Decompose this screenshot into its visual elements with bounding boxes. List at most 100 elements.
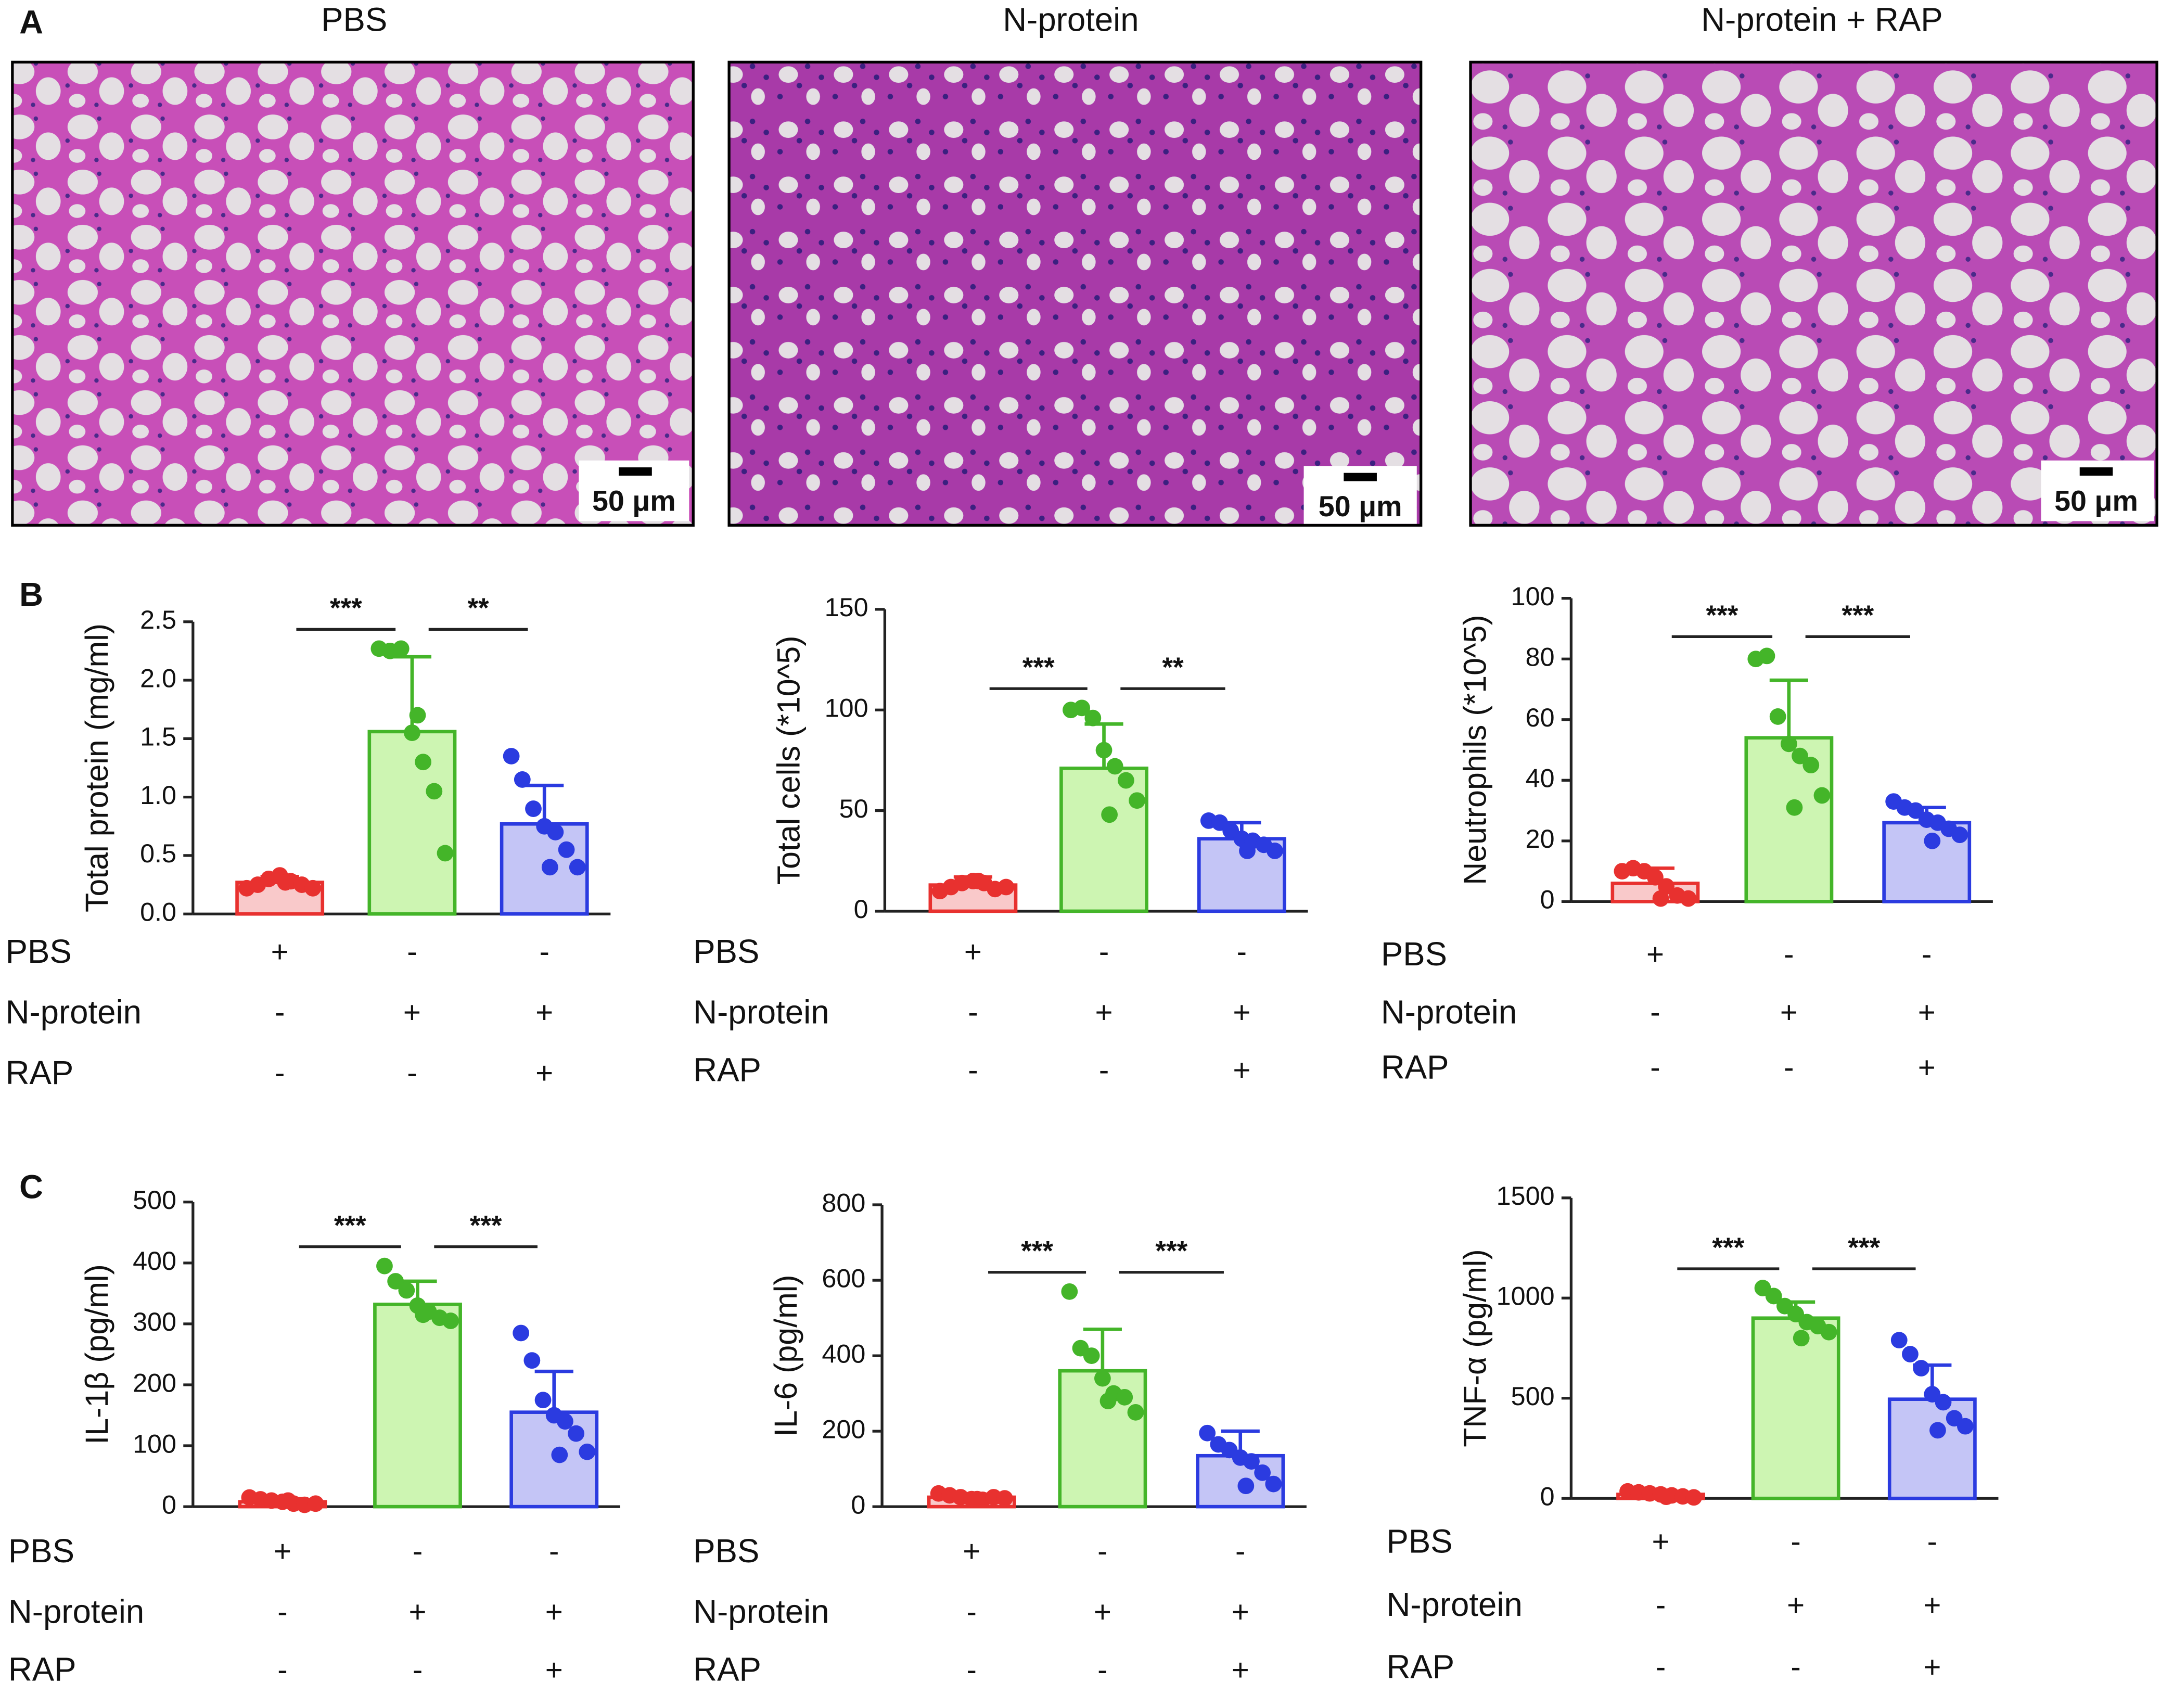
data-point <box>1769 708 1786 725</box>
treatment-name: N-protein <box>6 993 142 1030</box>
treatment-sign: + <box>963 1535 980 1569</box>
data-point <box>1094 1370 1111 1387</box>
data-point <box>376 1257 393 1274</box>
data-point <box>1913 1360 1930 1376</box>
data-point <box>1658 1488 1675 1506</box>
y-tick-label: 200 <box>822 1414 865 1444</box>
data-point <box>392 640 410 657</box>
data-point <box>547 824 564 840</box>
y-tick-label: 300 <box>133 1307 176 1336</box>
treatment-sign: + <box>1232 1653 1249 1687</box>
data-point <box>1957 1418 1974 1435</box>
data-point <box>442 1312 459 1329</box>
treatment-sign: - <box>275 996 285 1029</box>
significance-label: *** <box>1155 1236 1187 1267</box>
treatment-sign: + <box>1918 996 1936 1029</box>
treatment-sign: - <box>413 1653 423 1687</box>
data-point <box>1929 1422 1946 1439</box>
bar <box>373 1303 462 1509</box>
data-point <box>998 878 1015 896</box>
data-point <box>503 748 520 764</box>
treatment-sign: + <box>1652 1525 1670 1559</box>
data-point <box>1265 1475 1282 1493</box>
scale-label: 50 μm <box>592 485 676 517</box>
bar <box>1059 767 1148 913</box>
scale-bar <box>619 467 652 476</box>
y-tick-label: 0 <box>1540 1482 1555 1511</box>
y-tick-label: 1000 <box>1497 1281 1555 1311</box>
image-title: PBS <box>321 1 387 38</box>
data-point <box>1116 1388 1133 1406</box>
data-point <box>1680 890 1697 907</box>
y-axis-label: IL-1β (pg/ml) <box>79 1264 114 1444</box>
panel-label: C <box>19 1169 43 1206</box>
data-point <box>415 1306 432 1323</box>
data-point <box>277 874 294 891</box>
treatment-sign: - <box>967 1595 977 1629</box>
data-point <box>1935 1394 1952 1411</box>
treatment-sign: + <box>1646 938 1664 972</box>
data-point <box>1106 758 1123 775</box>
y-tick-label: 500 <box>1511 1381 1555 1411</box>
significance-label: *** <box>470 1210 502 1241</box>
treatment-sign: + <box>1923 1588 1941 1622</box>
data-point <box>404 724 420 741</box>
data-point <box>1786 799 1803 816</box>
y-tick-label: 500 <box>133 1185 176 1215</box>
treatment-sign: - <box>1650 996 1660 1029</box>
treatment-name: N-protein <box>1386 1586 1522 1623</box>
significance-label: *** <box>1712 1232 1744 1263</box>
data-point <box>1890 1332 1908 1349</box>
data-point <box>387 1273 404 1290</box>
data-point <box>569 859 586 876</box>
bar <box>367 730 457 916</box>
treatment-sign: + <box>535 996 553 1029</box>
data-point <box>558 841 575 858</box>
treatment-name: RAP <box>1381 1049 1449 1086</box>
y-tick-label: 150 <box>825 592 868 622</box>
data-point <box>1652 890 1669 907</box>
treatment-sign: - <box>1791 1650 1800 1684</box>
data-point <box>1758 647 1775 665</box>
data-point <box>1073 699 1091 717</box>
data-point <box>1792 747 1808 764</box>
treatment-name: RAP <box>693 1052 761 1089</box>
y-tick-label: 2.5 <box>140 605 176 634</box>
treatment-name: PBS <box>693 933 759 970</box>
y-axis-label: IL-6 (pg/ml) <box>768 1274 803 1436</box>
data-point <box>523 1352 541 1369</box>
treatment-sign: + <box>545 1595 563 1629</box>
y-tick-label: 60 <box>1526 703 1555 732</box>
y-tick-label: 50 <box>839 794 868 823</box>
y-axis-label: Neutrophils (*10^5) <box>1457 615 1492 885</box>
y-tick-label: 40 <box>1526 763 1555 793</box>
data-point <box>307 1495 324 1512</box>
treatment-sign: - <box>1097 1535 1107 1569</box>
treatment-sign: + <box>271 935 289 968</box>
data-point <box>1084 709 1102 726</box>
treatment-sign: + <box>409 1595 427 1629</box>
treatment-sign: + <box>1923 1650 1941 1684</box>
treatment-sign: + <box>1233 996 1250 1029</box>
data-point <box>579 1443 596 1460</box>
data-point <box>1951 826 1968 844</box>
data-point <box>513 1324 530 1342</box>
treatment-sign: + <box>274 1535 291 1569</box>
y-tick-label: 600 <box>822 1263 865 1293</box>
data-point <box>1267 843 1283 859</box>
y-tick-label: 100 <box>1511 581 1555 611</box>
treatment-sign: - <box>1927 1525 1937 1559</box>
treatment-sign: - <box>1784 938 1794 972</box>
y-tick-label: 200 <box>133 1368 176 1397</box>
data-point <box>1813 787 1831 804</box>
treatment-sign: - <box>1650 1051 1660 1085</box>
data-point <box>415 754 432 771</box>
significance-label: *** <box>1021 1236 1053 1267</box>
treatment-sign: + <box>1918 1051 1936 1085</box>
y-tick-label: 2.0 <box>140 663 176 693</box>
scale-bar <box>1344 473 1377 481</box>
treatment-sign: - <box>539 935 549 968</box>
y-tick-label: 1500 <box>1497 1181 1555 1210</box>
treatment-sign: - <box>1791 1525 1800 1559</box>
treatment-name: PBS <box>693 1533 759 1570</box>
